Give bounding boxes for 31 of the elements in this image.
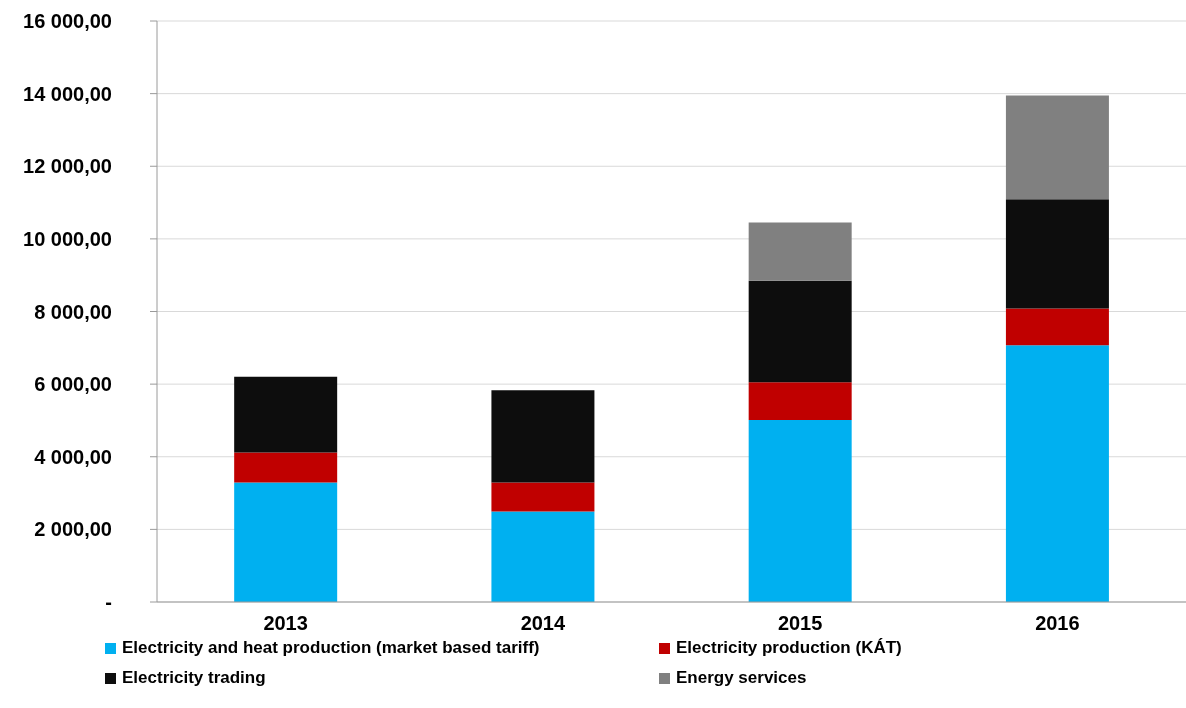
bar (1005, 199, 1109, 309)
bar (748, 420, 852, 602)
legend-label: Electricity and heat production (market based tariff) (122, 638, 540, 658)
x-tick-label: 2013 (263, 612, 308, 635)
bar (491, 390, 595, 483)
legend-label: Electricity production (KÁT) (676, 638, 902, 658)
y-tick-label: 8 000,00 (34, 300, 112, 323)
x-tick-label: 2014 (520, 612, 566, 635)
legend-label: Energy services (676, 668, 807, 688)
y-tick-label: 4 000,00 (34, 445, 112, 468)
legend-label: Electricity trading (122, 668, 266, 688)
y-tick-label: 2 000,00 (34, 518, 112, 541)
y-tick-label: 10 000,00 (23, 227, 112, 250)
x-tick-label: 2016 (1035, 612, 1080, 635)
bar (234, 482, 338, 602)
bar (1005, 95, 1109, 200)
y-tick-label: 16 000,00 (23, 10, 112, 33)
bar (491, 482, 595, 512)
bar (491, 511, 595, 602)
bar (1005, 345, 1109, 602)
x-tick-label: 2015 (777, 612, 823, 635)
bar (1005, 308, 1109, 346)
y-tick-label: - (105, 591, 112, 614)
bar (234, 452, 338, 483)
bar (748, 280, 852, 383)
y-tick-label: 14 000,00 (23, 82, 112, 105)
y-tick-label: 12 000,00 (23, 155, 112, 178)
bar (748, 382, 852, 421)
bar (748, 222, 852, 281)
y-tick-label: 6 000,00 (34, 373, 112, 396)
bar (234, 376, 338, 453)
